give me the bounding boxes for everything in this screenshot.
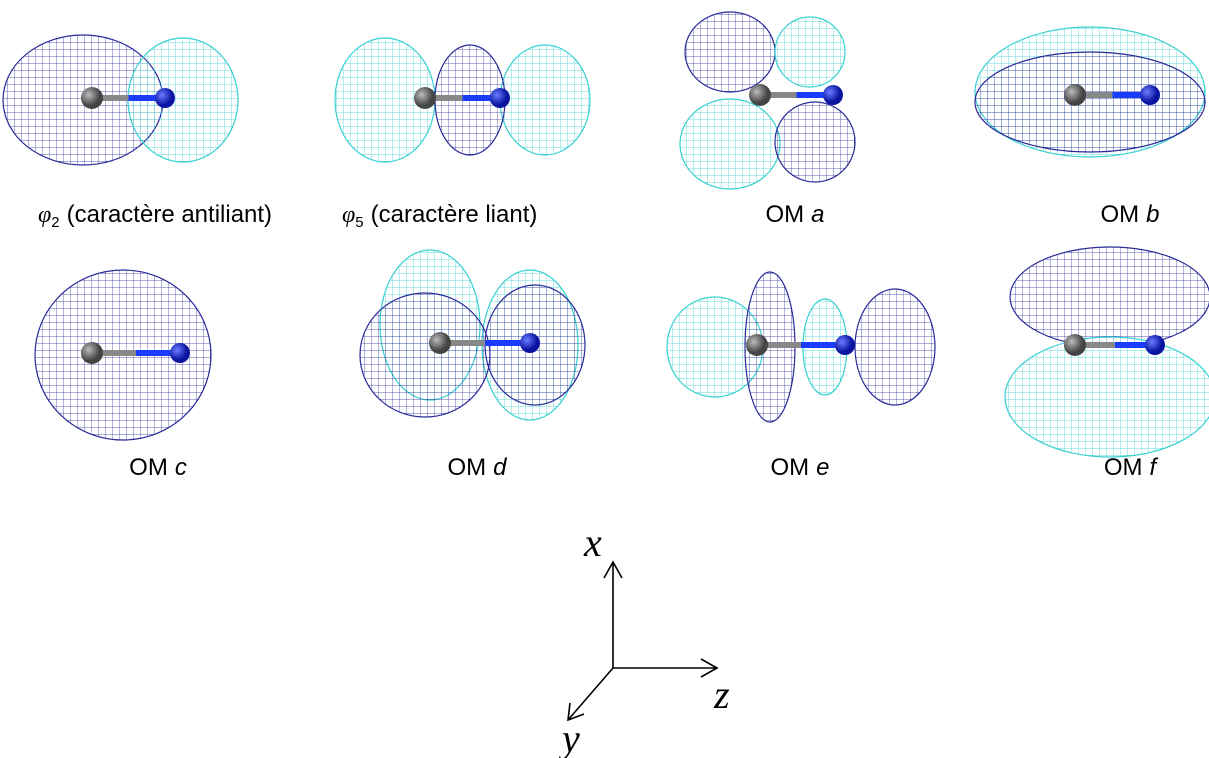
caption: φ5 (caractère liant) — [342, 201, 537, 231]
carbon-atom — [81, 87, 103, 109]
x-axis-label: x — [583, 520, 602, 565]
carbon-atom — [749, 84, 771, 106]
y-axis-arrow — [567, 667, 614, 722]
axes — [567, 560, 719, 722]
caption: OM e — [770, 454, 829, 481]
caption-letter: d — [493, 454, 507, 481]
orbital-lobe — [359, 292, 491, 418]
nitrogen-atom — [490, 88, 510, 108]
caption: OM f — [1104, 454, 1159, 481]
carbon-atom — [81, 342, 103, 364]
carbon-atom — [414, 87, 436, 109]
nitrogen-atom — [835, 335, 855, 355]
orbital-lobe — [854, 288, 936, 406]
caption-prefix: OM — [1100, 201, 1139, 228]
caption: OM d — [447, 454, 507, 481]
caption: OM b — [1100, 201, 1159, 228]
orbital-lobe — [974, 51, 1206, 153]
carbon-atom — [746, 334, 768, 356]
caption-prefix: OM — [447, 454, 486, 481]
orbital-lobe — [774, 101, 856, 183]
caption-letter: e — [816, 454, 829, 481]
orbital-lobe — [1009, 246, 1209, 348]
carbon-atom — [1064, 84, 1086, 106]
x-axis-arrow — [603, 560, 623, 668]
orbital-lobe — [1004, 336, 1209, 458]
carbon-atom — [429, 332, 451, 354]
z-axis-arrow — [613, 658, 719, 678]
caption: OM c — [129, 454, 187, 481]
symbol: φ — [342, 202, 355, 228]
carbon-atom — [1064, 334, 1086, 356]
nitrogen-atom — [155, 88, 175, 108]
z-axis-label: z — [713, 672, 730, 717]
orbital-lobe — [774, 16, 846, 88]
orbital-lobe — [679, 98, 781, 190]
symbol: φ — [38, 202, 51, 228]
nitrogen-atom — [823, 85, 843, 105]
nitrogen-atom — [1140, 85, 1160, 105]
caption-letter: f — [1150, 454, 1159, 481]
subscript: 5 — [355, 214, 363, 231]
y-axis-label: y — [558, 716, 580, 758]
caption: OM a — [765, 201, 824, 228]
caption-letter: a — [811, 201, 824, 228]
nitrogen-atom — [1145, 335, 1165, 355]
caption-prefix: OM — [765, 201, 804, 228]
caption-letter: c — [175, 454, 187, 481]
nitrogen-atom — [520, 333, 540, 353]
orbital-lobe — [499, 44, 591, 156]
caption-text: (caractère liant) — [371, 201, 538, 228]
caption-text: (caractère antiliant) — [67, 201, 272, 228]
caption: φ2 (caractère antiliant) — [38, 201, 272, 231]
caption-prefix: OM — [129, 454, 168, 481]
nitrogen-atom — [170, 343, 190, 363]
caption-prefix: OM — [770, 454, 809, 481]
subscript: 2 — [51, 214, 59, 231]
orbitals — [2, 11, 1209, 458]
caption-prefix: OM — [1104, 454, 1143, 481]
caption-letter: b — [1146, 201, 1159, 228]
orbital-lobe — [684, 11, 776, 93]
